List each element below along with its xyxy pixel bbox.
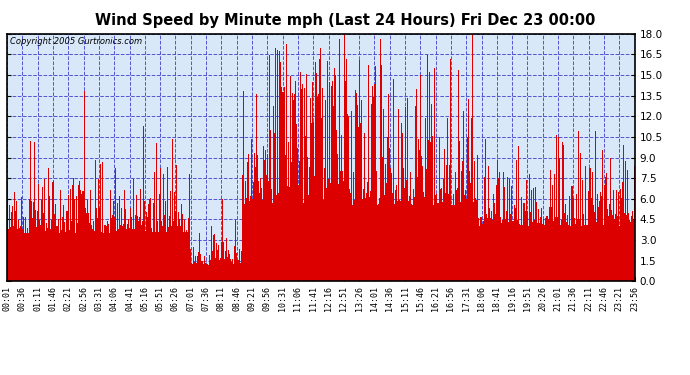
Text: Wind Speed by Minute mph (Last 24 Hours) Fri Dec 23 00:00: Wind Speed by Minute mph (Last 24 Hours)… xyxy=(95,13,595,28)
Text: Copyright 2005 Gurtronics.com: Copyright 2005 Gurtronics.com xyxy=(10,38,142,46)
